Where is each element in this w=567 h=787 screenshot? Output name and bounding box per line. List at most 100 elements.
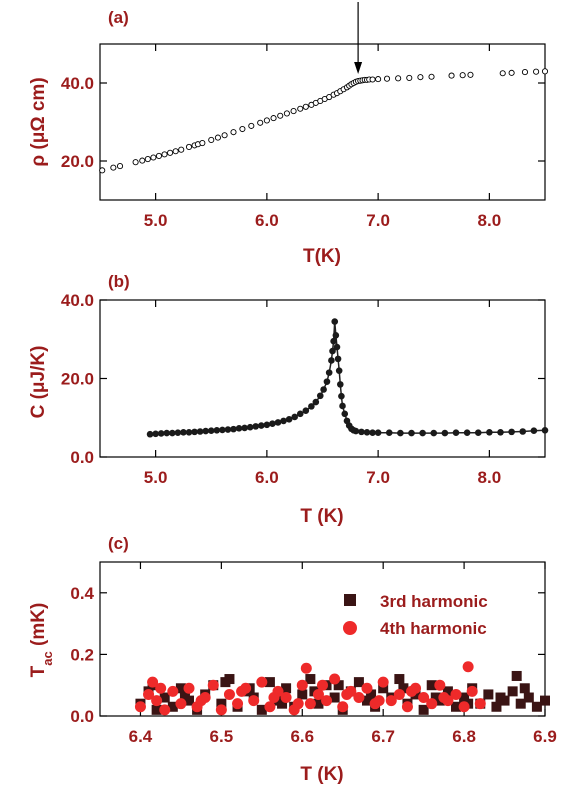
panel-b-heat-capacity: (b) 5.0 6.0 7.0 8.0 0.0 20.0 40.0 T (K) C (μJ/… [28, 272, 549, 527]
rho-point [139, 157, 146, 164]
c-point [335, 367, 343, 374]
b-xtick-label: 7.0 [366, 468, 390, 487]
c-point [519, 428, 527, 435]
tac-4th-point [300, 662, 312, 674]
tac-4th-point [434, 679, 446, 691]
panel-a-frame [99, 43, 546, 201]
tac-4th-point [474, 698, 486, 710]
tac-3rd-point [366, 689, 377, 700]
legend-4th-label: 4th harmonic [380, 619, 487, 638]
tac-3rd-point [353, 677, 364, 688]
panel-a-ylabel: ρ (μΩ cm) [28, 77, 49, 166]
tac-4th-point [183, 682, 195, 694]
tac-4th-point [401, 701, 413, 713]
tac-3rd-point [540, 695, 550, 706]
rho-point [263, 117, 270, 124]
a-xtick-label: 6.0 [255, 211, 279, 230]
tac-4th-point [248, 695, 260, 707]
c-point [269, 420, 276, 427]
tac-4th-point [312, 688, 324, 700]
panel-a-xlabel: T(K) [303, 246, 341, 267]
tac-4th-point [236, 685, 248, 697]
c-point [341, 410, 349, 418]
tac-4th-point [418, 692, 430, 704]
tac-3rd-point [426, 680, 437, 691]
tac-3rd-point [418, 704, 429, 715]
c-point [333, 343, 341, 351]
rho-point [208, 136, 215, 143]
c-point [207, 427, 215, 435]
rho-point [499, 70, 506, 77]
rho-point [417, 74, 424, 81]
c-point [363, 428, 371, 436]
tac-4th-point [438, 692, 450, 704]
c-point [163, 429, 171, 437]
panel-b-ticks: 5.0 6.0 7.0 8.0 0.0 20.0 40.0 [61, 291, 545, 487]
tac-4th-point [317, 679, 328, 691]
tac-4th-point [256, 676, 268, 688]
tac-4th-point [377, 676, 389, 688]
c-point [334, 355, 342, 363]
tac-4th-point [353, 692, 365, 704]
a-xtick-label: 5.0 [144, 211, 168, 230]
a-xtick-label: 8.0 [478, 211, 502, 230]
tac-4th-point [458, 701, 470, 713]
c-point [312, 398, 320, 406]
tac-3rd-point [459, 692, 470, 703]
c-point [408, 429, 415, 437]
c-point [169, 429, 176, 437]
tac-4th-point [151, 695, 163, 707]
panel-c-tac: (c) 6.4 6.5 6.6 6.7 6.8 6.9 0.0 0.2 0.4 3rd harm… [28, 534, 557, 785]
tac-4th-point [337, 701, 349, 713]
c-point [252, 423, 260, 430]
tac-3rd-point [167, 701, 178, 712]
c-point [146, 430, 154, 438]
c-point [331, 318, 339, 325]
tac-3rd-point [515, 698, 526, 709]
rho-point [230, 129, 237, 136]
legend-4th-marker [343, 621, 357, 635]
c-point [235, 425, 243, 432]
c-point [452, 429, 460, 436]
tac-4th-point [406, 685, 417, 697]
c-point [213, 427, 221, 434]
panel-b-points [146, 318, 549, 438]
a-ytick-label: 40.0 [61, 74, 94, 93]
c-point [241, 424, 248, 432]
c-point [263, 421, 271, 429]
tac-3rd-point [313, 698, 324, 709]
c-point [508, 428, 515, 436]
c-point [185, 428, 193, 436]
c-point [219, 426, 226, 434]
tac-3rd-point [398, 683, 409, 694]
c-point [196, 428, 204, 435]
c-point [338, 392, 345, 400]
c-point [374, 429, 382, 436]
rho-point [185, 143, 193, 151]
tac-4th-point [280, 692, 292, 704]
a-ytick-label: 20.0 [61, 152, 94, 171]
tac-4th-point [143, 688, 155, 700]
rho-point [172, 148, 179, 155]
c-xtick-label: 6.5 [210, 727, 234, 746]
tac-4th-point [426, 698, 438, 710]
c-point [325, 369, 333, 376]
b-ytick-label: 0.0 [70, 448, 94, 467]
rho-point [155, 152, 163, 159]
c-point [339, 402, 346, 410]
tac-4th-point [341, 688, 353, 700]
rho-point [369, 76, 376, 83]
panel-a-ticks: 5.0 6.0 7.0 8.0 20.0 40.0 [61, 44, 545, 230]
tac-4th-point [147, 676, 159, 688]
c-ytick-label: 0.0 [70, 707, 94, 726]
tac-3rd-point [523, 692, 534, 703]
tac-3rd-point [277, 698, 288, 709]
rho-point [270, 115, 277, 122]
rho-point [144, 155, 151, 163]
rho-point [257, 119, 264, 126]
c-point [291, 413, 298, 421]
tac-3rd-point [531, 701, 542, 712]
c-point [397, 429, 404, 437]
rho-point [116, 163, 124, 170]
tac-4th-point [361, 682, 373, 694]
